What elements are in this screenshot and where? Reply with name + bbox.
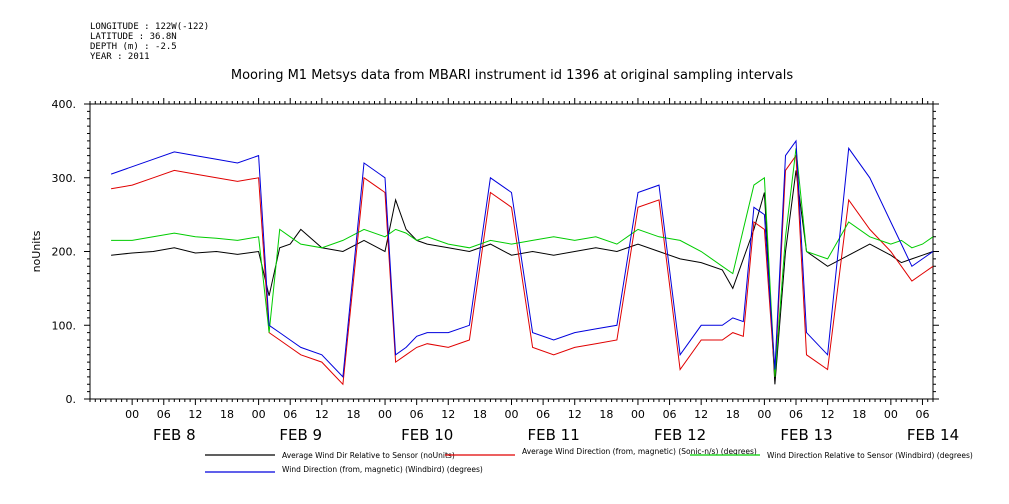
x-day-label: FEB 13: [780, 426, 832, 444]
x-hour-label: 12: [188, 408, 202, 421]
longitude-text: LONGITUDE : 122W(-122): [90, 22, 210, 32]
x-hour-label: 18: [220, 408, 234, 421]
y-tick-label: 200.: [52, 246, 77, 259]
x-hour-label: 06: [915, 408, 929, 421]
chart-title: Mooring M1 Metsys data from MBARI instru…: [230, 68, 794, 83]
legend-label-2: Average Wind Direction (from, magnetic) …: [522, 447, 757, 456]
year-text: YEAR : 2011: [90, 52, 150, 62]
x-hour-label: 00: [631, 408, 645, 421]
legend-label-1: Average Wind Dir Relative to Sensor (noU…: [282, 451, 455, 460]
series-line-2: [111, 154, 934, 386]
x-day-label: FEB 11: [528, 426, 580, 444]
y-tick-label: 300.: [52, 172, 77, 185]
x-hour-label: 06: [536, 408, 550, 421]
x-hour-label: 06: [157, 408, 171, 421]
x-day-label: FEB 9: [279, 426, 322, 444]
legend-label-4: Wind Direction (from, magnetic) (Windbir…: [282, 465, 483, 474]
metadata-block: LONGITUDE : 122W(-122) LATITUDE : 36.8N …: [90, 22, 209, 62]
series-line-4: [110, 139, 934, 379]
y-axis-label: noUnits: [30, 230, 43, 272]
depth-text: DEPTH (m) : -2.5: [90, 42, 177, 52]
x-hour-label: 12: [315, 408, 329, 421]
y-tick-label: 100.: [52, 319, 77, 332]
x-hour-label: 00: [252, 408, 266, 421]
x-hour-label: 18: [473, 408, 487, 421]
x-hour-label: 12: [821, 408, 835, 421]
x-hour-label: 06: [410, 408, 424, 421]
x-hour-label: 18: [726, 408, 740, 421]
x-hour-label: 12: [694, 408, 708, 421]
series-line-3: [111, 148, 934, 377]
x-hour-label: 18: [346, 408, 360, 421]
x-hour-label: 06: [789, 408, 803, 421]
x-day-label: FEB 8: [153, 426, 196, 444]
x-hour-label: 18: [852, 408, 866, 421]
x-hour-label: 00: [757, 408, 771, 421]
legend-label-3: Wind Direction Relative to Sensor (Windb…: [767, 451, 973, 460]
x-hour-label: 00: [378, 408, 392, 421]
y-tick-label: 0.: [66, 393, 77, 406]
x-hour-label: 06: [663, 408, 677, 421]
x-hour-label: 06: [283, 408, 297, 421]
x-hour-label: 12: [568, 408, 582, 421]
x-hour-label: 18: [599, 408, 613, 421]
latitude-text: LATITUDE : 36.8N: [90, 32, 177, 42]
x-hour-label: 00: [505, 408, 519, 421]
x-hour-label: 00: [125, 408, 139, 421]
x-hour-label: 12: [441, 408, 455, 421]
x-hour-label: 00: [884, 408, 898, 421]
x-day-label: FEB 12: [654, 426, 706, 444]
x-day-label: FEB 14: [907, 426, 959, 444]
y-tick-label: 400.: [52, 98, 77, 111]
x-day-label: FEB 10: [401, 426, 453, 444]
